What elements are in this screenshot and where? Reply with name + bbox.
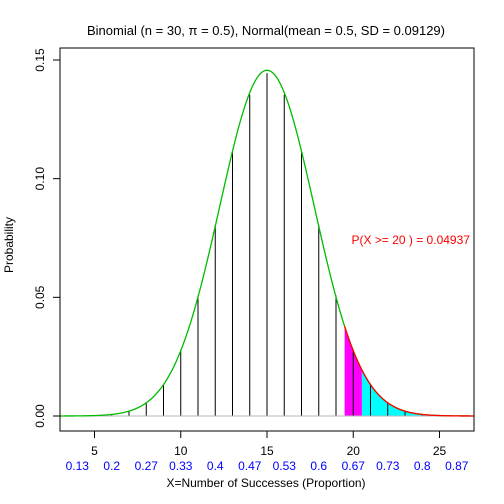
proportion-label: 0.13: [66, 459, 90, 473]
x-axis-label: X=Number of Successes (Proportion): [166, 476, 365, 490]
y-axis-label: Probability: [2, 217, 16, 273]
chart-title: Binomial (n = 30, π = 0.5), Normal(mean …: [87, 23, 445, 38]
proportion-label: 0.4: [207, 459, 224, 473]
normal-curves: [59, 69, 475, 417]
x-tick-label: 20: [347, 444, 361, 458]
x-tick-label: 10: [174, 444, 188, 458]
proportion-labels: 0.13 0.2 0.27 0.33 0.4 0.47 0.53 0.6 0.67 0.73 0.8…: [66, 459, 469, 473]
y-tick-label: 0.15: [33, 48, 47, 72]
proportion-label: 0.6: [310, 459, 327, 473]
x-tick-label: 5: [91, 444, 98, 458]
tail-curve: [344, 326, 474, 417]
probability-spikes: [59, 73, 475, 417]
x-tick-label: 15: [260, 444, 274, 458]
proportion-label: 0.47: [238, 459, 262, 473]
proportion-label: 0.33: [169, 459, 193, 473]
y-tick-label: 0.05: [33, 285, 47, 309]
proportion-label: 0.73: [376, 459, 400, 473]
y-axis: 0.00 0.05 0.10 0.15: [33, 48, 60, 428]
x-tick-label: 25: [433, 444, 447, 458]
proportion-label: 0.87: [445, 459, 469, 473]
proportion-label: 0.53: [273, 459, 297, 473]
proportion-label: 0.2: [103, 459, 120, 473]
proportion-label: 0.27: [135, 459, 159, 473]
y-tick-label: 0.10: [33, 167, 47, 191]
proportion-label: 0.67: [342, 459, 366, 473]
y-tick-label: 0.00: [33, 404, 47, 428]
shaded-regions: [344, 326, 474, 416]
proportion-label: 0.8: [414, 459, 431, 473]
x-axis: 5 10 15 20 25: [91, 431, 446, 458]
probability-annotation: P(X >= 20 ) = 0.04937: [352, 233, 471, 247]
tail-region-fill: [361, 369, 474, 416]
